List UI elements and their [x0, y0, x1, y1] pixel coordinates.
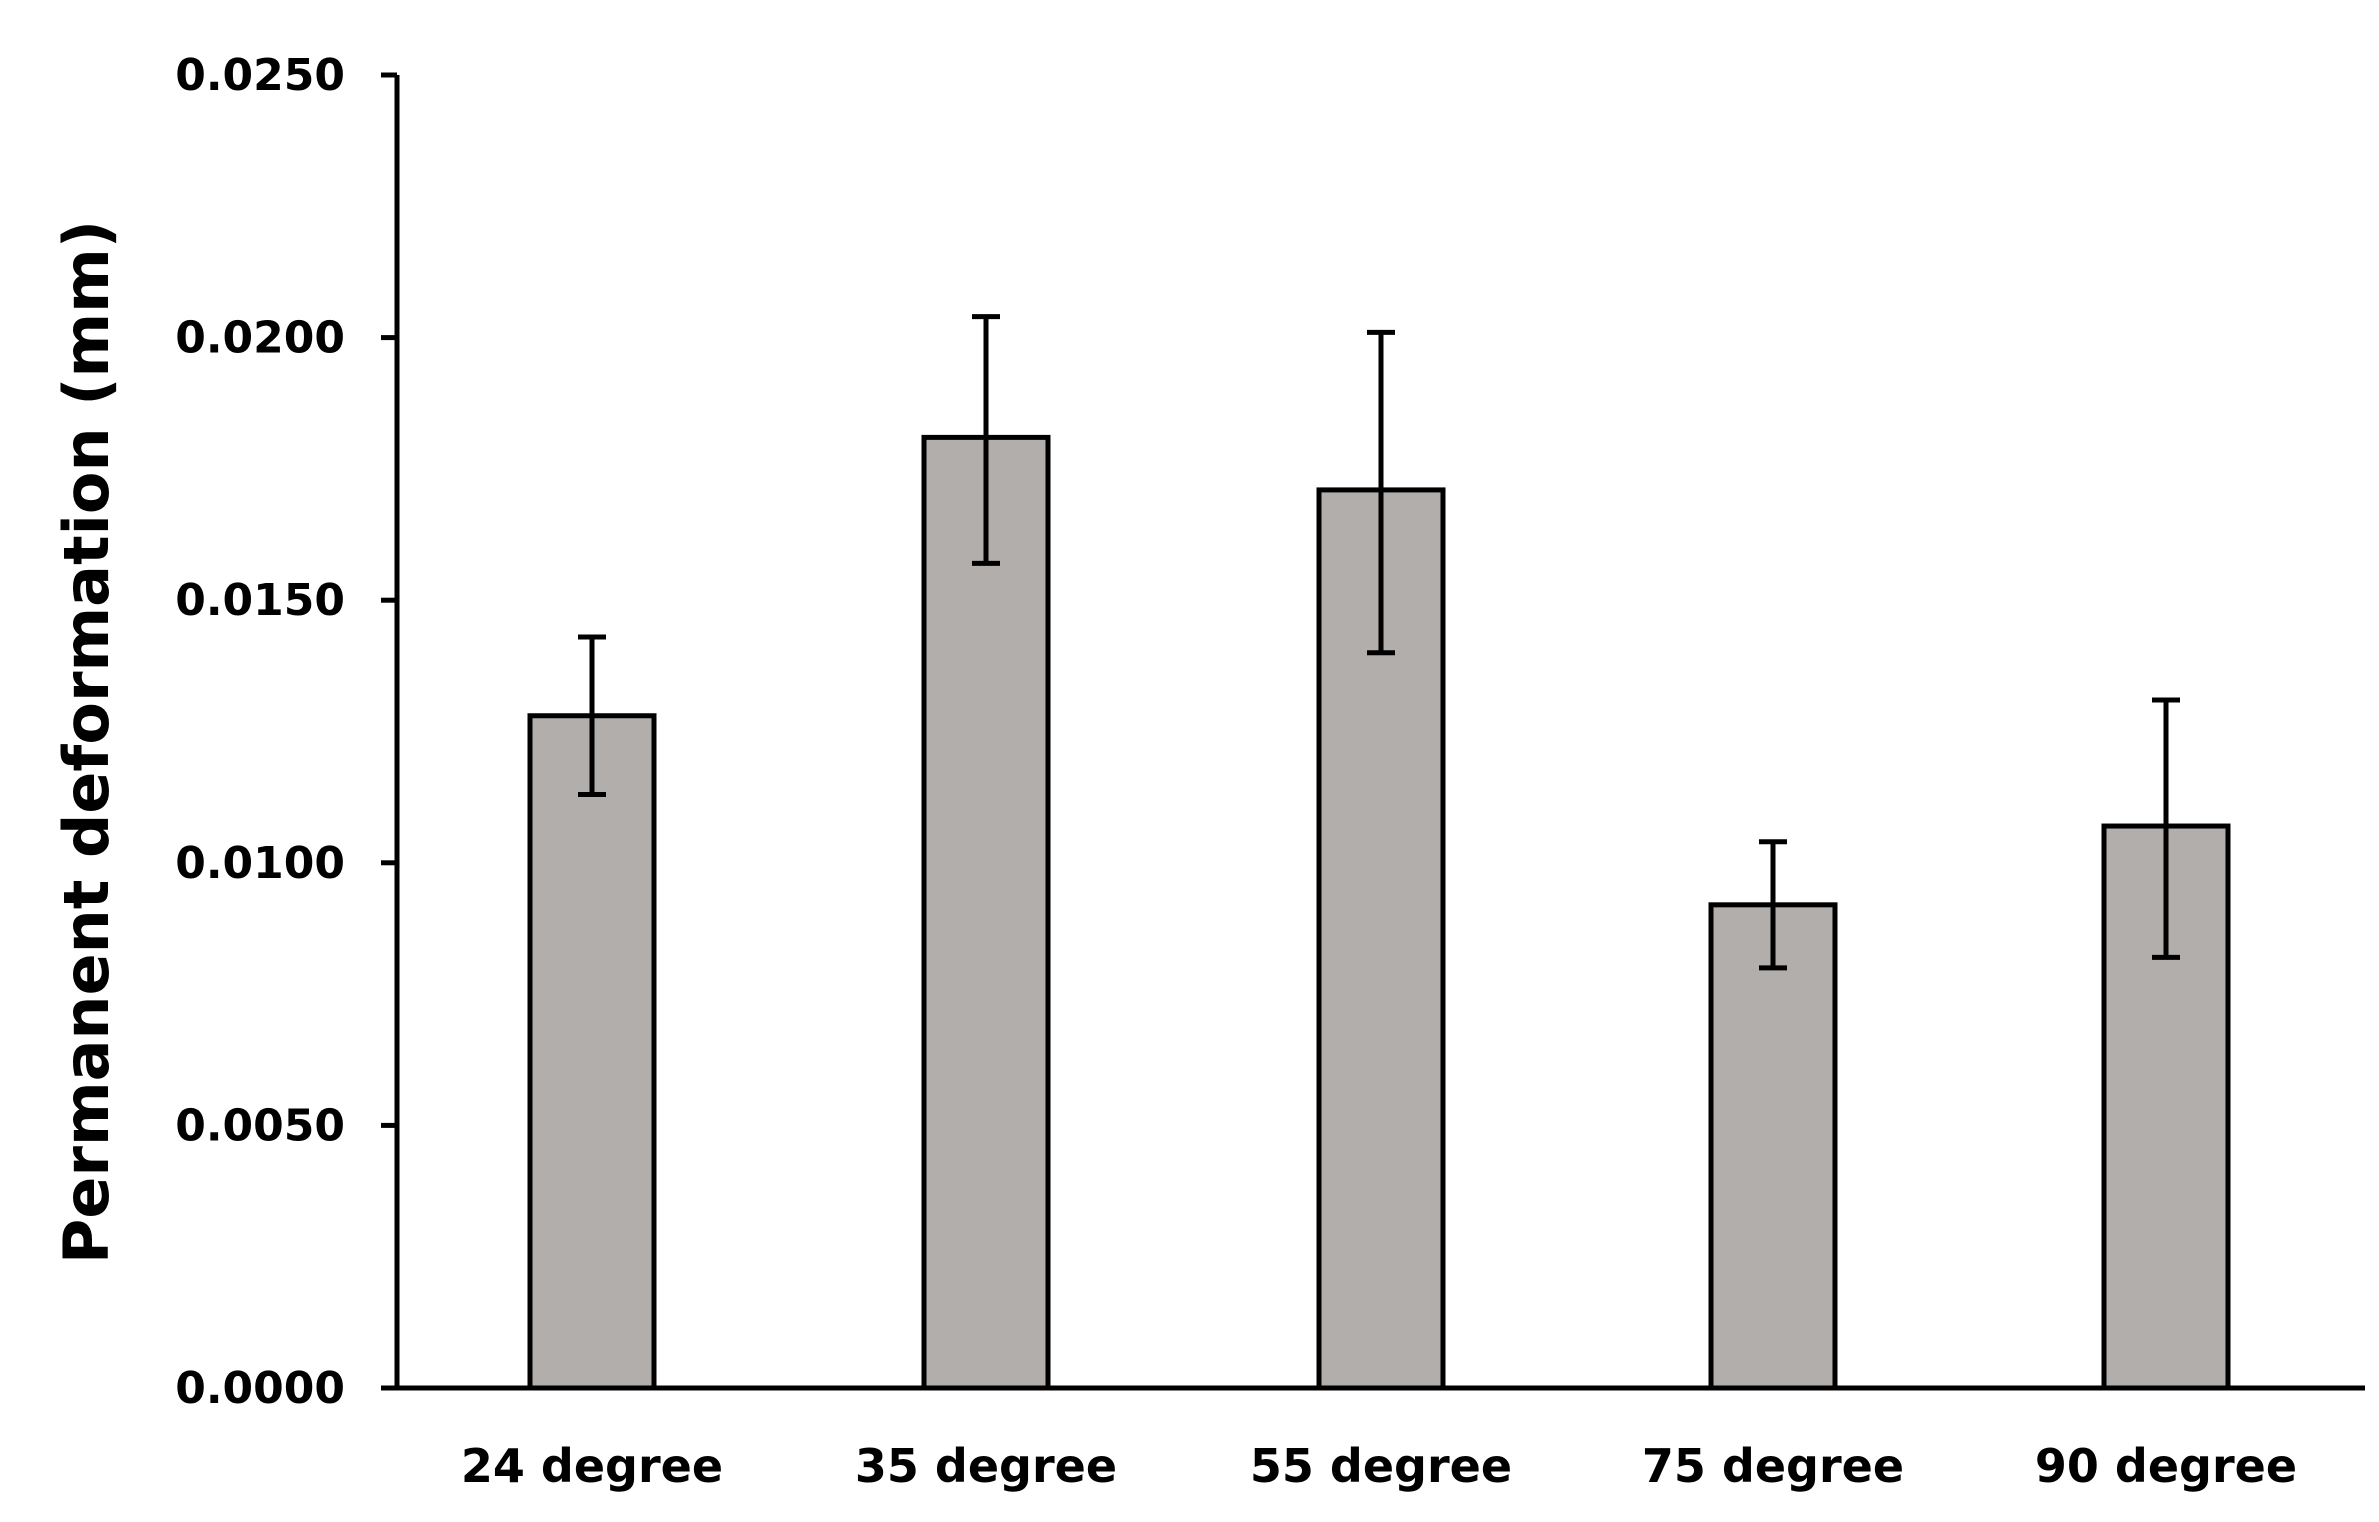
bar-1 — [527, 713, 657, 1391]
y-ticks-layer: 0.0000 0.0050 0.0100 0.0150 0.0200 0.0250 — [175, 50, 397, 1414]
error-bar-2 — [972, 314, 1000, 566]
y-tick-label: 0.0250 — [175, 50, 345, 101]
x-category-label: 55 degree — [1250, 1439, 1512, 1493]
x-labels-layer: 24 degree 35 degree 55 degree 75 degree 90 d… — [461, 1439, 2297, 1493]
error-bar-5 — [2152, 697, 2180, 960]
y-axis-title: Permanent deformation (mm) — [50, 220, 123, 1264]
x-category-label: 24 degree — [461, 1439, 723, 1493]
y-tick-label: 0.0050 — [175, 1100, 345, 1151]
error-bars-layer — [578, 314, 2180, 971]
error-bar-3 — [1367, 329, 1395, 656]
error-bar-1 — [578, 634, 606, 798]
y-tick-label: 0.0000 — [175, 1363, 345, 1414]
error-bar-4 — [1759, 839, 1787, 971]
x-category-label: 90 degree — [2035, 1439, 2297, 1493]
bar-4 — [1708, 902, 1838, 1391]
x-category-label: 35 degree — [855, 1439, 1117, 1493]
bar-2 — [921, 434, 1051, 1391]
y-tick-label: 0.0150 — [175, 575, 345, 626]
x-category-label: 75 degree — [1642, 1439, 1904, 1493]
axes-layer — [394, 75, 2365, 1391]
y-tick-label: 0.0100 — [175, 838, 345, 889]
y-tick-label: 0.0200 — [175, 313, 345, 364]
